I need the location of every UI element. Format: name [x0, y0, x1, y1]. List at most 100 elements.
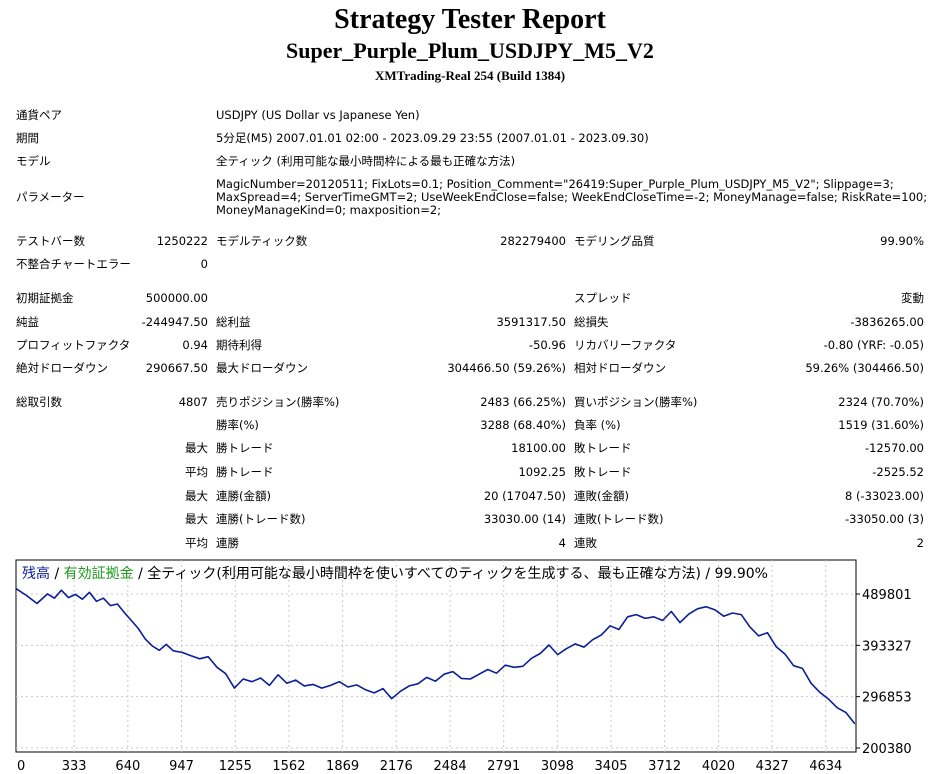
x-tick-label: 1255: [219, 759, 252, 774]
y-tick-label: 393327: [862, 639, 912, 654]
chart-grid: [16, 560, 856, 752]
largest-win-label: 勝トレード: [216, 441, 274, 455]
x-tick-label: 2791: [487, 759, 520, 774]
chart-plot-area: [15, 559, 857, 753]
max-cons-loss-value: -33050.00 (3): [845, 512, 924, 526]
params-line-1: MagicNumber=20120511; FixLots=0.1; Posit…: [216, 177, 894, 191]
y-axis-ticks: 489801 393327 296853 200380: [856, 588, 912, 757]
params-line-3: MoneyManageKind=0; maxposition=2;: [216, 203, 442, 217]
largest-prefix: 最大: [185, 441, 208, 455]
period-label: 期間: [16, 131, 39, 145]
model-ticks-value: 282279400: [500, 234, 566, 248]
pair-label: 通貨ペア: [16, 108, 62, 122]
recovery-factor-value: -0.80 (YRF: -0.05): [823, 338, 924, 352]
avg-cons-losses-label: 連敗: [574, 536, 597, 550]
win-pct-value: 3288 (68.40%): [480, 418, 566, 432]
gross-profit-label: 総利益: [216, 315, 251, 329]
x-tick-label: 1562: [272, 759, 305, 774]
max-cons-profit-value: 33030.00 (14): [483, 512, 566, 526]
gross-profit-value: 3591317.50: [496, 315, 566, 329]
profit-factor-label: プロフィットファクタ: [16, 338, 131, 352]
x-tick-label: 3405: [594, 759, 627, 774]
avg-cons-wins-value: 4: [558, 536, 566, 550]
x-tick-label: 333: [62, 759, 87, 774]
profit-factor-value: 0.94: [182, 338, 208, 352]
spread-value: 変動: [901, 291, 924, 305]
period-value: 5分足(M5) 2007.01.01 02:00 - 2023.09.29 23…: [216, 131, 649, 145]
max-cons-wins-label: 連勝(金額): [216, 489, 271, 503]
expected-payoff-value: -50.96: [528, 338, 566, 352]
largest-win-value: 18100.00: [511, 441, 566, 455]
initial-deposit-label: 初期証拠金: [16, 291, 74, 305]
rel-dd-value: 59.26% (304466.50): [805, 361, 924, 375]
pair-value: USDJPY (US Dollar vs Japanese Yen): [216, 108, 420, 122]
max-dd-value: 304466.50 (59.26%): [447, 361, 566, 375]
model-quality-label: モデリング品質: [574, 234, 655, 248]
win-pct-label: 勝率(%): [216, 418, 259, 432]
x-axis-ticks: 0 333 640 947 1255 1562 1869 2176 2484 2791 3098 34…: [17, 759, 842, 774]
y-tick-label: 296853: [862, 691, 912, 706]
largest-loss-label: 敗トレード: [574, 441, 632, 455]
expected-payoff-label: 期待利得: [216, 338, 262, 352]
legend-separator: /: [50, 566, 64, 582]
x-tick-label: 3098: [541, 759, 574, 774]
abs-dd-value: 290667.50: [145, 361, 208, 375]
mismatch-value: 0: [200, 257, 208, 271]
model-label: モデル: [16, 154, 51, 168]
x-tick-label: 2176: [380, 759, 413, 774]
largest-loss-value: -12570.00: [864, 441, 924, 455]
recovery-factor-label: リカバリーファクタ: [574, 338, 677, 352]
balance-line: [15, 587, 856, 725]
total-trades-label: 総取引数: [16, 395, 62, 409]
avg-cons-wins-label: 連勝: [216, 536, 239, 550]
net-profit-value: -244947.50: [141, 315, 208, 329]
x-tick-label: 3712: [648, 759, 681, 774]
x-tick-label: 947: [169, 759, 194, 774]
max-cons-losses-label: 連敗(金額): [574, 489, 629, 503]
model-ticks-label: モデルティック数: [216, 234, 308, 248]
rel-dd-label: 相対ドローダウン: [574, 361, 666, 375]
avg-win-label: 勝トレード: [216, 465, 274, 479]
initial-deposit-value: 500000.00: [145, 291, 208, 305]
max-cons-profit-label: 連勝(トレード数): [216, 512, 306, 526]
avg-win-value: 1092.25: [518, 465, 566, 479]
mismatch-label: 不整合チャートエラー: [16, 257, 131, 271]
gross-loss-label: 総損失: [574, 315, 609, 329]
params-label: パラメーター: [16, 190, 85, 204]
y-tick-label: 200380: [862, 742, 912, 757]
short-value: 2483 (66.25%): [480, 395, 566, 409]
legend-balance: 残高: [22, 566, 50, 582]
short-label: 売りポジション(勝率%): [216, 395, 340, 409]
long-value: 2324 (70.70%): [838, 395, 924, 409]
max-cons-profit-prefix: 最大: [185, 512, 208, 526]
x-tick-label: 4634: [809, 759, 842, 774]
max-cons-losses-value: 8 (-33023.00): [845, 489, 924, 503]
loss-pct-value: 1519 (31.60%): [838, 418, 924, 432]
x-tick-label: 2484: [434, 759, 467, 774]
model-quality-value: 99.90%: [880, 234, 924, 248]
y-tick-label: 489801: [862, 588, 912, 603]
long-label: 買いポジション(勝率%): [574, 395, 698, 409]
spread-label: スプレッド: [574, 291, 632, 305]
max-cons-prefix: 最大: [185, 489, 208, 503]
model-value: 全ティック (利用可能な最小時間枠による最も正確な方法): [216, 154, 516, 168]
avg-cons-prefix: 平均: [185, 536, 208, 550]
test-bars-label: テストバー数: [16, 234, 85, 248]
x-tick-label: 4327: [756, 759, 789, 774]
balance-chart: 489801 393327 296853 200380 0 333 640 947 1255 1…: [15, 559, 912, 774]
x-tick-label: 640: [115, 759, 140, 774]
report-title: Strategy Tester Report: [334, 4, 606, 35]
max-dd-label: 最大ドローダウン: [216, 361, 308, 375]
avg-loss-value: -2525.52: [872, 465, 924, 479]
report-header: Strategy Tester Report Super_Purple_Plum…: [0, 0, 940, 84]
abs-dd-label: 絶対ドローダウン: [16, 361, 108, 375]
legend-equity: 有効証拠金: [63, 566, 134, 582]
test-bars-value: 1250222: [156, 234, 208, 248]
chart-legend: 残高 / 有効証拠金 / 全ティック(利用可能な最小時間枠を使いすべてのティック…: [22, 565, 768, 583]
x-tick-label: 4020: [702, 759, 735, 774]
loss-pct-label: 負率 (%): [574, 418, 621, 432]
x-tick-label: 0: [17, 759, 25, 774]
avg-loss-label: 敗トレード: [574, 465, 632, 479]
total-trades-value: 4807: [178, 395, 208, 409]
report-subtitle: Super_Purple_Plum_USDJPY_M5_V2: [286, 38, 654, 63]
